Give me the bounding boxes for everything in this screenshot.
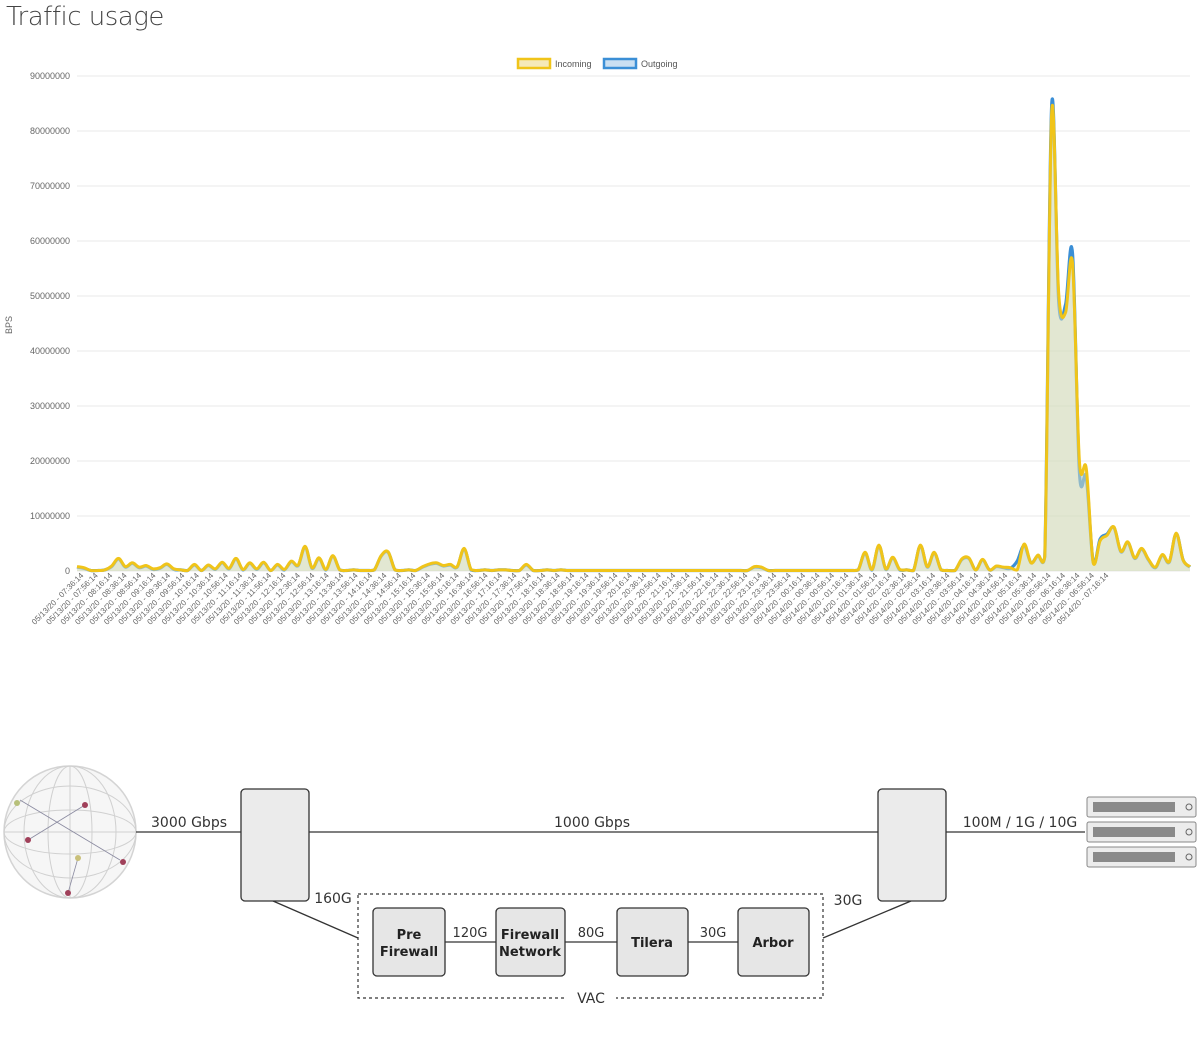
svg-text:Firewall: Firewall	[501, 928, 559, 943]
y-tick-label: 30000000	[30, 401, 70, 411]
chart-series	[76, 97, 1192, 573]
node-tilera: Tilera	[616, 907, 689, 977]
vac-to-right-label: 30G	[834, 893, 863, 909]
legend-outgoing-label[interactable]: Outgoing	[641, 59, 678, 69]
legend-outgoing-swatch[interactable]	[602, 57, 638, 70]
svg-text:Network: Network	[499, 945, 561, 960]
node-firewall-network: Firewall Network	[495, 907, 566, 977]
server-rack-icon	[1086, 796, 1197, 868]
chart-grid	[77, 75, 1190, 572]
network-diagram: 3000 Gbps 1000 Gbps 100M / 1G / 10G 160G…	[3, 765, 1197, 1007]
traffic-chart: 0 10000000 20000000 30000000 40000000 5000000…	[4, 57, 1192, 627]
left-router-box	[240, 788, 310, 902]
svg-text:Arbor: Arbor	[752, 936, 794, 951]
svg-text:Pre: Pre	[397, 928, 422, 943]
legend-incoming-swatch[interactable]	[516, 57, 552, 70]
y-axis-ticks: 0 10000000 20000000 30000000 40000000 5000000…	[30, 71, 70, 576]
page-title: Traffic usage	[6, 2, 164, 32]
server-link-label: 100M / 1G / 10G	[963, 815, 1077, 831]
link-label-fw-tilera: 80G	[578, 926, 605, 941]
node-pre-firewall: Pre Firewall	[372, 907, 446, 977]
y-axis-label: BPS	[4, 316, 14, 334]
svg-text:Tilera: Tilera	[631, 936, 673, 951]
y-tick-label: 90000000	[30, 71, 70, 81]
link-label-prefw-fw: 120G	[453, 926, 488, 941]
internet-globe-icon	[3, 765, 137, 899]
y-tick-label: 20000000	[30, 456, 70, 466]
left-to-vac-label: 160G	[314, 891, 352, 907]
legend-incoming-label[interactable]: Incoming	[555, 59, 592, 69]
y-tick-label: 70000000	[30, 181, 70, 191]
series-line-outgoing	[76, 97, 1192, 573]
vac-label: VAC	[577, 991, 605, 1007]
y-tick-label: 50000000	[30, 291, 70, 301]
y-tick-label: 10000000	[30, 511, 70, 521]
backbone-label: 1000 Gbps	[554, 815, 630, 831]
vac-region	[357, 893, 824, 999]
node-arbor: Arbor	[737, 907, 810, 977]
series-area-incoming	[77, 105, 1190, 572]
y-tick-label: 40000000	[30, 346, 70, 356]
svg-text:Firewall: Firewall	[380, 945, 438, 960]
link-label-tilera-arbor: 30G	[700, 926, 727, 941]
right-router-box	[877, 788, 947, 902]
y-tick-label: 60000000	[30, 236, 70, 246]
y-tick-label: 0	[65, 566, 70, 576]
y-tick-label: 80000000	[30, 126, 70, 136]
series-line-incoming	[76, 103, 1192, 573]
series-area-outgoing	[77, 98, 1190, 571]
chart-legend[interactable]: Incoming Outgoing	[516, 57, 678, 70]
uplink-label: 3000 Gbps	[151, 815, 227, 831]
